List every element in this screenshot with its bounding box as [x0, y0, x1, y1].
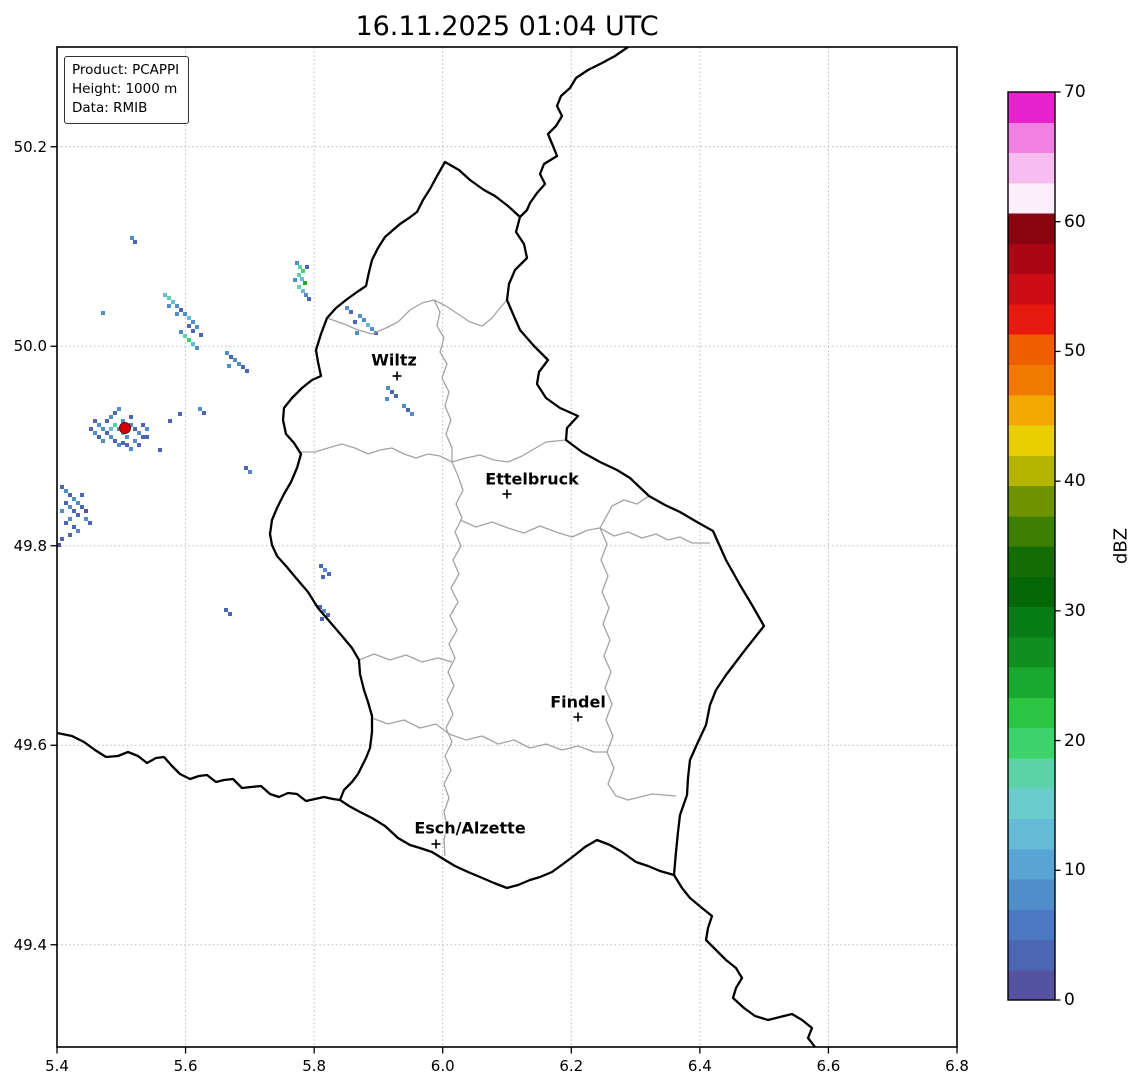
national-borders — [57, 47, 817, 1047]
city-marker-wiltz — [392, 371, 402, 381]
colorbar-tick-label: 60 — [1064, 211, 1086, 232]
colorbar-tick-label: 10 — [1064, 860, 1086, 881]
axis-tick-marks — [50, 146, 958, 1054]
colorbar-unit-label: dBZ — [1110, 527, 1132, 565]
colorbar-tick-label: 20 — [1064, 730, 1086, 751]
city-label-findel: Findel — [550, 692, 606, 712]
plot-frame — [56, 46, 958, 1048]
city-label-wiltz: Wiltz — [371, 350, 417, 370]
x-tick-label: 6.6 — [816, 1057, 841, 1075]
colorbar-tick-label: 30 — [1064, 600, 1086, 621]
colorbar-tick-label: 50 — [1064, 341, 1086, 362]
x-tick-label: 6.2 — [559, 1057, 584, 1075]
colorbar-tick-marks — [1055, 91, 1061, 1001]
be-de-border — [518, 47, 630, 219]
colorbar-tick-label: 0 — [1064, 990, 1075, 1010]
info-product: Product: PCAPPI — [72, 62, 180, 78]
be-fr-border — [57, 731, 342, 803]
city-marker-findel — [573, 712, 583, 722]
info-data-source: Data: RMIB — [72, 100, 148, 117]
y-tick-label: 49.8 — [13, 536, 47, 555]
x-tick-label: 5.8 — [302, 1057, 327, 1075]
y-tick-label: 49.4 — [13, 935, 47, 954]
city-marker-ettelbruck — [502, 489, 512, 499]
city-markers — [392, 371, 583, 849]
colorbar-tick-label: 70 — [1064, 82, 1086, 102]
x-tick-label: 6.0 — [430, 1057, 455, 1075]
y-tick-label: 50.0 — [13, 337, 47, 356]
canton-borders — [301, 299, 710, 857]
colorbar-gradient — [1008, 92, 1055, 1001]
y-tick-label: 50.2 — [13, 137, 47, 156]
radar-site-marker — [119, 422, 131, 434]
x-tick-label: 6.8 — [945, 1057, 969, 1075]
luxembourg-border — [268, 160, 766, 890]
x-tick-label: 6.4 — [687, 1057, 712, 1075]
colorbar-frame — [1007, 91, 1056, 1001]
x-tick-label: 5.6 — [173, 1057, 198, 1075]
colorbar-tick-label: 40 — [1064, 471, 1086, 492]
info-height: Height: 1000 m — [72, 81, 178, 98]
y-tick-label: 49.6 — [13, 736, 47, 755]
radar-echo-layer — [57, 236, 414, 621]
city-label-esch: Esch/Alzette — [414, 818, 526, 838]
city-label-ettelbruck: Ettelbruck — [485, 469, 579, 489]
plot-title: 16.11.2025 01:04 UTC — [355, 11, 659, 42]
fr-de-border — [672, 873, 817, 1047]
grid-layer — [57, 47, 957, 1047]
city-marker-esch — [431, 839, 441, 849]
x-tick-label: 5.4 — [45, 1057, 69, 1075]
info-box: Product: PCAPPI Height: 1000 m Data: RMI… — [64, 56, 190, 125]
